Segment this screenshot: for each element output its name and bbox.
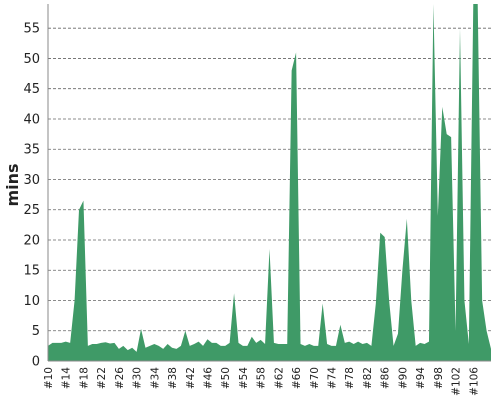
x-tick-label: #54 xyxy=(238,367,250,389)
y-tick-label: 0 xyxy=(32,355,40,370)
y-tick-label: 20 xyxy=(23,233,40,248)
x-tick-labels: #10 #14 #18 #22 #26 #30 #34 #38 #42 #46 #50 #54 #58 #… xyxy=(43,367,480,396)
x-tick-label: #34 xyxy=(149,367,161,389)
series-area xyxy=(48,4,491,361)
y-tick-label: 55 xyxy=(23,22,40,37)
y-tick-label: 15 xyxy=(23,264,40,279)
x-tick-label: #82 xyxy=(362,367,374,389)
y-axis-label: mins xyxy=(3,163,22,206)
y-tick-label: 5 xyxy=(32,324,40,339)
y-tick-label: 25 xyxy=(23,203,40,218)
x-tick-label: #26 xyxy=(114,367,126,389)
x-tick-label: #78 xyxy=(344,367,356,389)
x-tick-label: #10 xyxy=(43,367,55,389)
y-tick-label: 30 xyxy=(23,173,40,188)
x-tick-label: #86 xyxy=(380,367,392,389)
x-tick-label: #94 xyxy=(415,367,427,389)
x-tick-label: #14 xyxy=(61,367,73,389)
x-tick-label: #62 xyxy=(273,367,285,389)
x-tick-label: #106 xyxy=(468,367,480,396)
x-tick-label: #18 xyxy=(78,367,90,389)
x-tick-label: #50 xyxy=(220,367,232,389)
x-tick-label: #66 xyxy=(291,367,303,389)
x-tick-label: #22 xyxy=(96,367,108,389)
y-tick-label: 50 xyxy=(23,52,40,67)
x-tick-label: #46 xyxy=(202,367,214,389)
x-tick-label: #58 xyxy=(256,367,268,389)
x-tick-label: #38 xyxy=(167,367,179,389)
y-tick-label: 45 xyxy=(23,82,40,97)
x-tick-label: #74 xyxy=(327,367,339,389)
x-tick-label: #98 xyxy=(433,367,445,389)
x-tick-label: #30 xyxy=(132,367,144,389)
x-tick-label: #90 xyxy=(397,367,409,389)
y-tick-label: 35 xyxy=(23,143,40,158)
y-tick-label: 10 xyxy=(23,294,40,309)
x-tick-label: #102 xyxy=(451,367,463,396)
y-tick-label: 40 xyxy=(23,112,40,127)
x-tick-label: #70 xyxy=(309,367,321,389)
x-tick-label: #42 xyxy=(185,367,197,389)
y-tick-labels: 0 5 10 15 20 25 30 35 40 45 50 55 xyxy=(23,22,40,370)
series-area-layer xyxy=(48,4,491,361)
axes xyxy=(47,4,491,362)
